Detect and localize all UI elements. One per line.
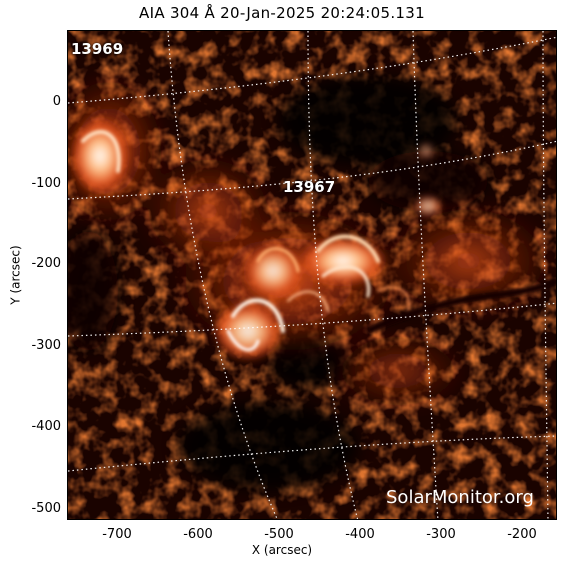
solar-image-panel <box>67 30 557 520</box>
x-tick-label: -200 <box>507 527 537 542</box>
y-tick-label: -500 <box>31 501 61 516</box>
y-tick-label: 0 <box>52 94 61 109</box>
x-tick-label: -600 <box>183 527 213 542</box>
x-tick-label: -500 <box>264 527 294 542</box>
y-tick-label: -200 <box>31 256 61 271</box>
y-tick-label: -100 <box>31 176 61 191</box>
active-region-label: 13967 <box>283 178 336 196</box>
image-title: AIA 304 Å 20-Jan-2025 20:24:05.131 <box>139 4 425 22</box>
y-tick-label: -300 <box>31 338 61 353</box>
x-axis-label: X (arcsec) <box>251 543 313 557</box>
active-region-label: 13969 <box>71 40 124 58</box>
x-tick-label: -300 <box>426 527 456 542</box>
watermark-text: SolarMonitor.org <box>386 487 534 508</box>
y-axis-label: Y (arcsec) <box>8 245 23 305</box>
x-tick-label: -700 <box>102 527 132 542</box>
x-tick-label: -400 <box>345 527 375 542</box>
y-tick-label: -400 <box>31 419 61 434</box>
sun-image <box>68 31 556 519</box>
